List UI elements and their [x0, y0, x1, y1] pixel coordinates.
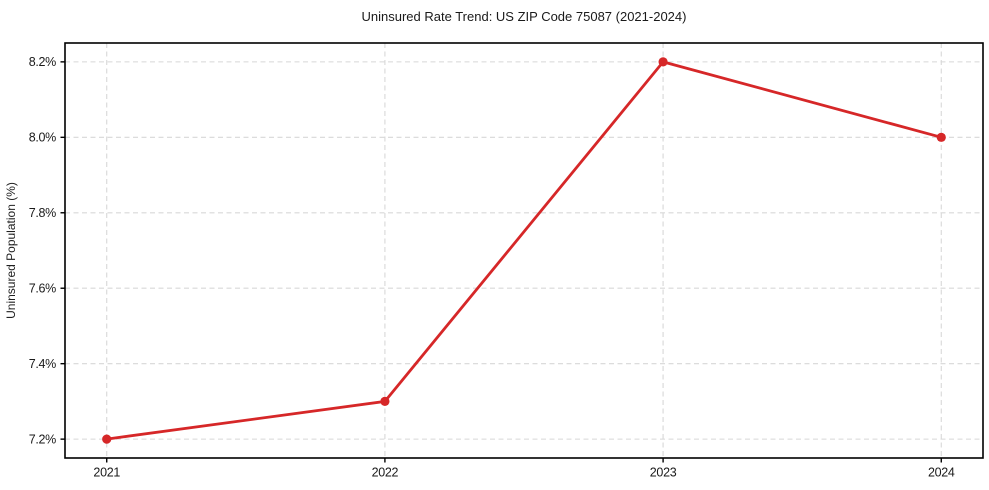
y-tick-label: 7.2%	[29, 432, 56, 446]
x-tick-label: 2022	[372, 466, 399, 480]
x-tick-label: 2023	[650, 466, 677, 480]
grid-layer	[65, 43, 983, 458]
y-tick-label: 7.8%	[29, 206, 56, 220]
data-point	[658, 57, 668, 67]
y-tick-label: 7.4%	[29, 357, 56, 371]
data-point	[936, 132, 946, 142]
y-axis-label: Uninsured Population (%)	[4, 182, 18, 319]
axis-layer: 2021 2022 2023 2024 7.2% 7.4% 7.6% 7.8% 8.0% 8.2%	[29, 55, 956, 480]
chart-title: Uninsured Rate Trend: US ZIP Code 75087 …	[362, 9, 687, 24]
plot-border	[64, 42, 984, 459]
data-series-layer	[102, 57, 946, 444]
y-tick-label: 7.6%	[29, 282, 56, 296]
y-tick-label: 8.0%	[29, 131, 56, 145]
y-tick-label: 8.2%	[29, 55, 56, 69]
x-tick-label: 2021	[93, 466, 120, 480]
trend-line	[105, 60, 943, 441]
data-point	[102, 434, 112, 444]
data-point	[380, 396, 390, 407]
x-tick-label: 2024	[928, 466, 955, 480]
